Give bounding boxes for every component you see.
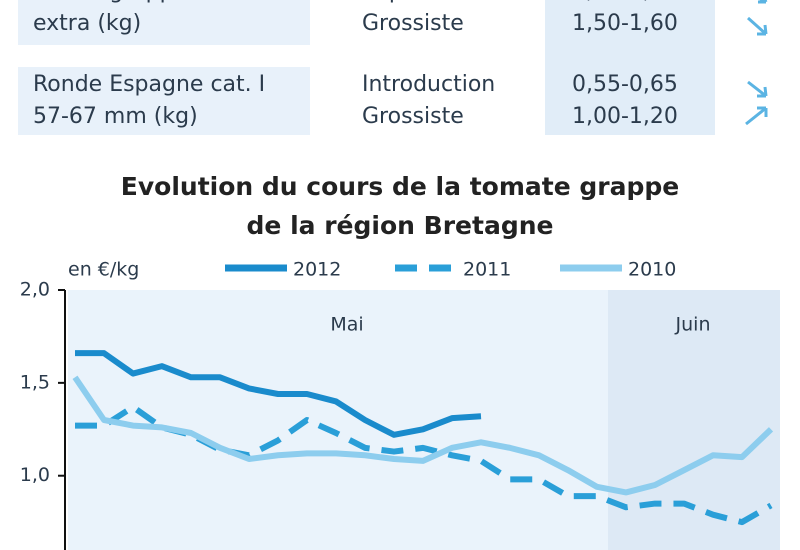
month-label: Juin [675, 314, 711, 336]
table-cell-text: 1,00-1,20 [572, 104, 678, 129]
y-tick-label: 2,0 [20, 279, 50, 301]
table-cell-text: 1,50-1,60 [572, 11, 678, 36]
table-cell-text: Grossiste [362, 11, 464, 36]
series-line [72, 375, 774, 496]
y-tick-label: 1,5 [20, 371, 50, 393]
table-cell-text: 1,10-1,20 [572, 0, 678, 4]
table-cell-text: 57-67 mm (kg) [33, 104, 198, 129]
table-cell-text: Expédition [362, 0, 479, 4]
legend-label: 2012 [293, 259, 341, 281]
trend-arrows [745, 0, 768, 126]
table-cell-text: Grossiste [362, 104, 464, 129]
series-line [75, 404, 773, 526]
table-cell-text: Ronde Espagne cat. I [33, 72, 265, 97]
month-label: Mai [330, 314, 363, 336]
chart-title: de la région Bretagne [247, 211, 554, 240]
row-band [18, 0, 310, 45]
series-line [75, 350, 482, 438]
table-cell-text: 0,55-0,65 [572, 72, 678, 97]
y-axis-label: en €/kg [68, 259, 139, 281]
y-tick-label: 1,0 [20, 464, 50, 486]
row-band [18, 67, 310, 135]
chart-title: Evolution du cours de la tomate grappe [121, 172, 679, 201]
price-column [545, 0, 715, 135]
table-cell-text: Ronde grappe France [33, 0, 267, 4]
legend-label: 2011 [463, 259, 511, 281]
table-cell-text: extra (kg) [33, 11, 141, 36]
table-cell-text: Introduction [362, 72, 495, 97]
legend-label: 2010 [628, 259, 676, 281]
